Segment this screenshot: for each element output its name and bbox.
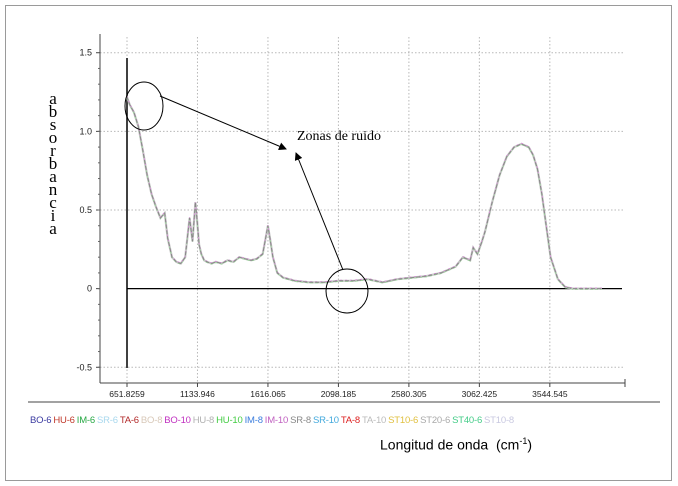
legend-entry: TA-8: [340, 415, 360, 426]
legend-entry: BO-8: [140, 415, 163, 426]
spectrum-line: [126, 96, 602, 290]
y-tick-label: 1.0: [79, 126, 92, 136]
legend-entry: SR-8: [290, 415, 311, 426]
x-axis-label: Longitud de onda (cm-1): [380, 436, 532, 453]
annotation-text: Zonas de ruido: [297, 129, 381, 144]
annotation-group: Zonas de ruido: [124, 81, 381, 314]
legend-entry: SR-6: [96, 415, 118, 426]
legend-entry: TA-6: [119, 415, 139, 426]
legend-entry: HU-6: [53, 415, 75, 426]
y-axis-label-letter: s: [49, 115, 57, 134]
legend-entry: HU-10: [216, 415, 243, 426]
legend-entry: SR-10: [312, 415, 339, 426]
y-tick-label: 0.5: [79, 205, 92, 215]
spectrum-line: [126, 96, 602, 289]
spectrum-line: [126, 97, 602, 290]
noise-circle-right: [325, 268, 369, 314]
legend-entry: HU-8: [192, 415, 215, 426]
x-tick-label: 3544.545: [532, 389, 568, 399]
y-axis-label-letter: o: [48, 128, 58, 147]
figure-frame: [5, 5, 672, 481]
y-axis-label-letter: b: [48, 154, 58, 173]
y-axis-label-letter: c: [49, 193, 57, 212]
y-axis-label-letter: i: [50, 206, 56, 225]
arrow-to-right: [294, 152, 344, 271]
x-tick-label: 2580.305: [391, 389, 427, 399]
legend-entry: IM-6: [76, 415, 95, 426]
legend-entry: IM-8: [244, 415, 263, 426]
legend: BO-6 HU-6 IM-6 SR-6 TA-6 BO-8 BO-10 HU-8 HU-10 IM…: [30, 415, 516, 426]
y-tick-label: 1.5: [79, 48, 92, 58]
y-axis-label-letter: a: [49, 219, 57, 238]
arrow-to-left: [159, 95, 287, 150]
noise-circle-left: [124, 81, 164, 131]
x-tick-label: 3062.425: [462, 389, 498, 399]
x-tick-label: 1616.065: [250, 389, 286, 399]
legend-entry: ST10-6: [388, 415, 419, 426]
legend-entry: ST40-6: [452, 415, 483, 426]
x-axis-unit-close: ): [527, 436, 533, 453]
x-tick-label: 2098.185: [321, 389, 357, 399]
y-tick-label: -0.5: [76, 362, 92, 372]
y-axis-label-letter: r: [50, 141, 56, 160]
series-group: [125, 96, 602, 290]
x-axis-label-text: Longitud de onda: [380, 436, 489, 453]
legend-entry: TA-10: [361, 415, 387, 426]
x-axis-unit-open: (cm: [496, 436, 520, 453]
x-tick-label: 1133.946: [180, 389, 215, 399]
legend-entry: BO-6: [30, 415, 52, 426]
y-axis-label-letter: b: [48, 102, 58, 121]
x-tick-label: 651.8259: [109, 389, 145, 399]
y-axis-label-letter: a: [49, 89, 57, 108]
legend-entry: IM-10: [264, 415, 289, 426]
x-axis-unit-exp: -1: [519, 436, 528, 446]
y-axis-label-letter: a: [49, 167, 57, 186]
legend-entry: ST10-8: [484, 415, 515, 426]
y-axis-label-letter: n: [48, 180, 58, 199]
axes: -0.5 0 0.5 1.0 1.5 651.8259 1133.946 1616.065 20…: [28, 34, 660, 403]
legend-entry: BO-10: [164, 415, 191, 426]
y-tick-label: 0: [87, 284, 92, 294]
legend-entry: ST20-6: [420, 415, 451, 426]
